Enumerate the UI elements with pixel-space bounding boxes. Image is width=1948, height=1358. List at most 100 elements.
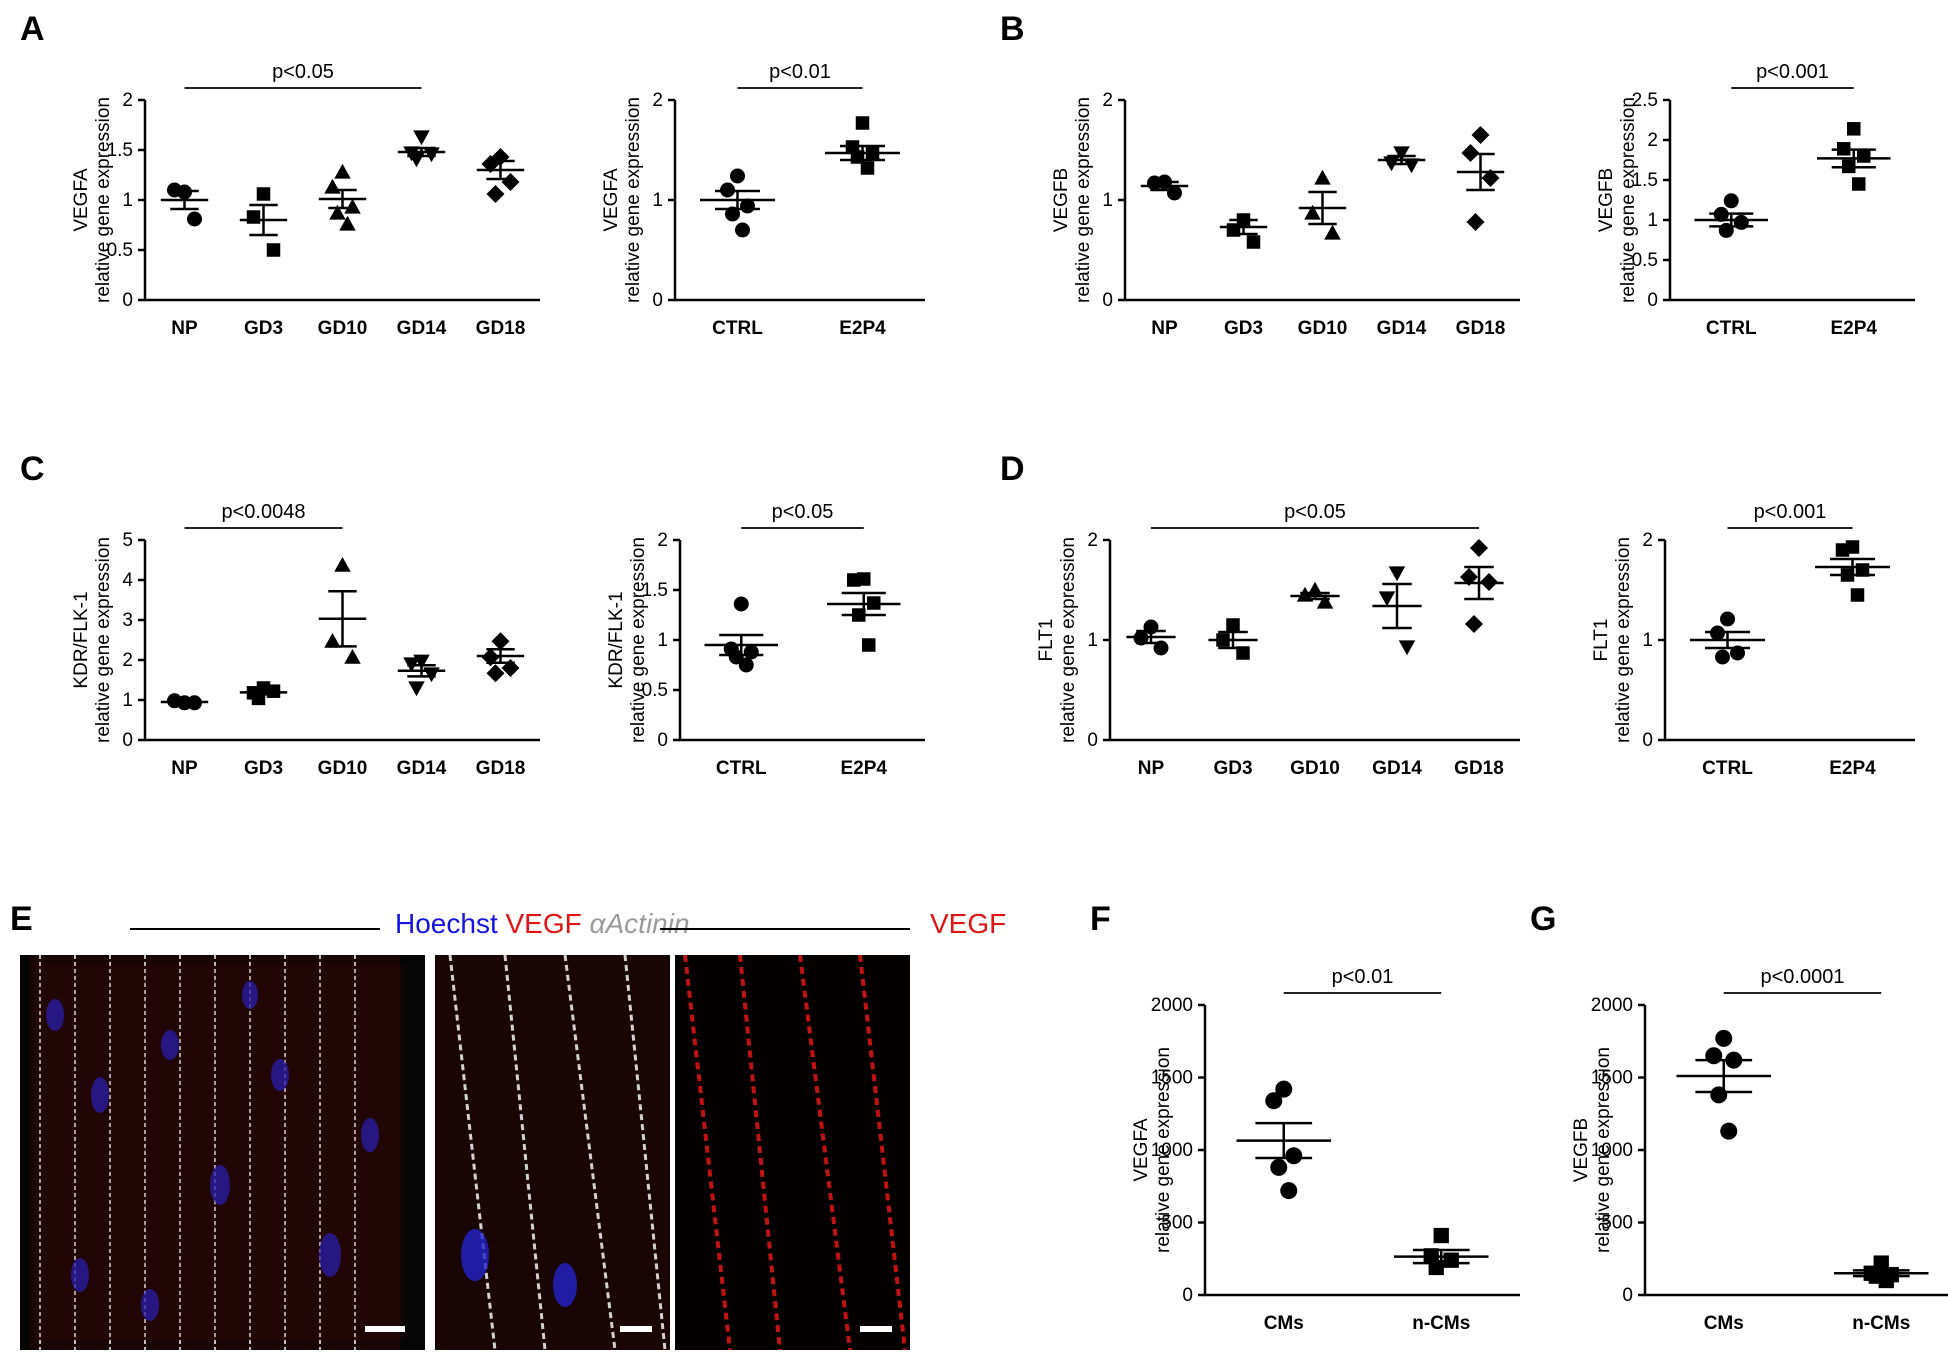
panel-D-left-chart: 0 1 2 FLT1 relative gene expression NP GD3 GD10… [1040,485,1540,795]
panel-E-header2-text: VEGF [930,908,1006,940]
panel-A-right-chart: 012VEGFA relative gene expressionCTRL E2P4… [605,45,945,355]
svg-text:GD3: GD3 [1213,758,1252,779]
fluorescence-image-overview [20,955,425,1350]
svg-text:2: 2 [1642,530,1653,551]
fluorescence-image-zoom [435,955,670,1350]
svg-text:2: 2 [1102,90,1113,111]
svg-text:relative gene expression: relative gene expression [1613,537,1634,743]
svg-text:4: 4 [122,570,133,591]
svg-text:E2P4: E2P4 [839,318,886,339]
svg-text:1: 1 [652,190,663,211]
svg-text:FLT1: FLT1 [1591,619,1612,662]
svg-text:1: 1 [1642,630,1653,651]
svg-text:E2P4: E2P4 [1829,758,1876,779]
svg-text:2000: 2000 [1591,995,1633,1016]
svg-text:1: 1 [1102,190,1113,211]
panel-E-header-line-left [130,928,380,930]
panel-D-label: D [1000,450,1025,489]
svg-text:GD14: GD14 [1372,758,1422,779]
svg-text:E2P4: E2P4 [841,758,888,779]
svg-text:p<0.05: p<0.05 [272,61,334,83]
svg-text:VEGFA: VEGFA [71,168,92,232]
svg-text:NP: NP [171,758,198,779]
svg-text:1: 1 [1647,210,1658,231]
svg-text:relative gene expression: relative gene expression [1153,1047,1174,1253]
svg-text:relative gene expression: relative gene expression [623,97,644,303]
svg-text:0: 0 [1182,1285,1193,1306]
svg-text:NP: NP [171,318,198,339]
svg-text:relative gene expression: relative gene expression [1618,97,1639,303]
svg-text:VEGFB: VEGFB [1051,168,1072,232]
svg-text:GD3: GD3 [1224,318,1263,339]
svg-text:GD10: GD10 [318,758,368,779]
svg-text:GD14: GD14 [397,318,447,339]
actinin-label: αActinin [590,908,690,939]
svg-text:VEGFB: VEGFB [1571,1118,1592,1182]
svg-text:CTRL: CTRL [1706,318,1757,339]
svg-text:GD14: GD14 [1377,318,1427,339]
svg-text:5: 5 [122,530,133,551]
svg-text:GD10: GD10 [1298,318,1348,339]
panel-G-label: G [1530,900,1556,939]
svg-text:3: 3 [122,610,133,631]
svg-text:2: 2 [1647,130,1658,151]
panel-C-label: C [20,450,45,489]
svg-text:n-CMs: n-CMs [1412,1313,1470,1334]
svg-text:n-CMs: n-CMs [1852,1313,1910,1334]
svg-text:KDR/FLK-1: KDR/FLK-1 [606,591,627,688]
svg-text:CTRL: CTRL [1702,758,1753,779]
scale-bar-zoom [620,1326,652,1332]
panel-G-chart: 0 500 1000 1500 2000 VEGFB relative gene expre… [1550,940,1948,1350]
panel-B-label: B [1000,10,1025,49]
hoechst-label: Hoechst [395,908,498,939]
svg-text:GD18: GD18 [1456,318,1506,339]
svg-text:VEGFB: VEGFB [1596,168,1617,232]
svg-text:0: 0 [657,730,668,751]
svg-text:0: 0 [1647,290,1658,311]
svg-text:GD14: GD14 [397,758,447,779]
panel-F-label: F [1090,900,1111,939]
svg-text:2: 2 [1087,530,1098,551]
svg-text:VEGFA: VEGFA [601,168,622,232]
svg-text:relative gene expression: relative gene expression [1073,97,1094,303]
panel-E-header-text: Hoechst VEGF αActinin [395,908,690,940]
svg-text:p<0.05: p<0.05 [772,501,834,523]
svg-text:2000: 2000 [1151,995,1193,1016]
svg-text:relative gene expression: relative gene expression [1593,1047,1614,1253]
svg-text:2: 2 [652,90,663,111]
svg-text:p<0.01: p<0.01 [1332,966,1394,988]
svg-text:0: 0 [122,290,133,311]
panel-E-header-line-right [660,928,910,930]
svg-text:1: 1 [122,690,133,711]
svg-text:relative gene expression: relative gene expression [93,97,114,303]
svg-text:0: 0 [1102,290,1113,311]
panel-F-chart: 0 500 1000 1500 2000 VEGFA relative gene expre… [1110,940,1540,1350]
panel-B-right-chart: 0 0.5 1 1.5 2 2.5 VEGFB relative gene expressio… [1595,45,1935,355]
svg-text:0: 0 [652,290,663,311]
svg-text:relative gene expression: relative gene expression [93,537,114,743]
svg-text:0: 0 [1642,730,1653,751]
panel-C-right-chart: 0 0.5 1 1.5 2 KDR/FLK-1 relative gene expressi… [605,485,945,795]
scale-bar-overview [365,1326,405,1332]
svg-text:NP: NP [1151,318,1178,339]
svg-text:p<0.001: p<0.001 [1754,501,1827,523]
panel-D-right-chart: 0 1 2 FLT1 relative gene expression CTRL E2P4 p… [1595,485,1935,795]
svg-text:1: 1 [657,630,668,651]
svg-text:2: 2 [657,530,668,551]
svg-text:relative gene expression: relative gene expression [1058,537,1079,743]
vegf-label-2: VEGF [930,908,1006,939]
svg-text:GD3: GD3 [244,758,283,779]
svg-text:GD10: GD10 [1290,758,1340,779]
svg-text:p<0.0048: p<0.0048 [222,501,306,523]
svg-text:p<0.05: p<0.05 [1284,501,1346,523]
svg-text:p<0.01: p<0.01 [769,61,831,83]
svg-text:GD18: GD18 [476,758,526,779]
svg-text:2: 2 [122,90,133,111]
svg-text:CMs: CMs [1264,1313,1304,1334]
svg-text:VEGFA: VEGFA [1131,1118,1152,1182]
panel-E-label: E [10,900,33,939]
svg-text:0: 0 [1622,1285,1633,1306]
vegf-label-1: VEGF [506,908,582,939]
svg-text:1: 1 [122,190,133,211]
svg-text:GD18: GD18 [476,318,526,339]
